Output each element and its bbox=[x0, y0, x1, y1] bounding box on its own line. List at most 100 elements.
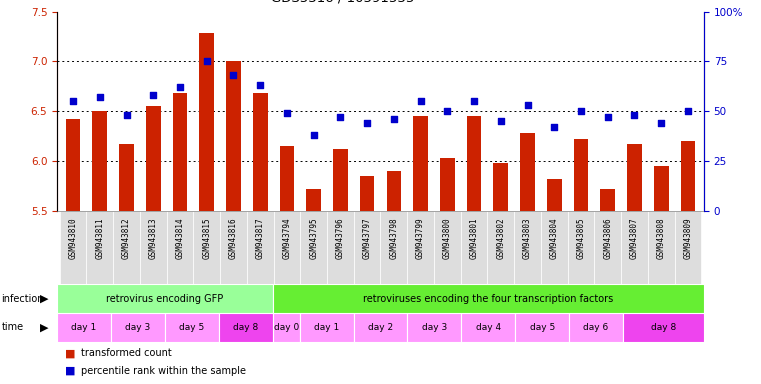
Point bbox=[67, 98, 79, 104]
Text: retroviruses encoding the four transcription factors: retroviruses encoding the four transcrip… bbox=[363, 293, 613, 304]
Text: GSM943798: GSM943798 bbox=[390, 217, 398, 259]
Text: day 1: day 1 bbox=[72, 323, 97, 332]
Point bbox=[120, 112, 132, 118]
Bar bbox=[113, 211, 140, 284]
Point bbox=[94, 94, 106, 101]
Point bbox=[495, 118, 507, 124]
Point bbox=[307, 132, 320, 138]
Text: GSM943809: GSM943809 bbox=[683, 217, 693, 259]
Point bbox=[682, 108, 694, 114]
Point bbox=[629, 112, 641, 118]
Text: GSM943816: GSM943816 bbox=[229, 217, 238, 259]
Text: infection: infection bbox=[2, 293, 44, 304]
Bar bbox=[569, 313, 623, 342]
Bar bbox=[387, 171, 401, 384]
Point bbox=[254, 82, 266, 88]
Text: ▶: ▶ bbox=[40, 293, 49, 304]
Bar bbox=[119, 144, 134, 384]
Point bbox=[415, 98, 427, 104]
Bar bbox=[621, 211, 648, 284]
Bar bbox=[199, 33, 214, 384]
Text: transformed count: transformed count bbox=[81, 348, 172, 358]
Text: GSM943800: GSM943800 bbox=[443, 217, 452, 259]
Text: percentile rank within the sample: percentile rank within the sample bbox=[81, 366, 247, 376]
Bar bbox=[173, 93, 187, 384]
Bar bbox=[574, 139, 588, 384]
Text: GSM943805: GSM943805 bbox=[577, 217, 585, 259]
Bar bbox=[521, 133, 535, 384]
Point bbox=[334, 114, 346, 121]
Text: GDS5316 / 10591535: GDS5316 / 10591535 bbox=[271, 0, 414, 5]
Bar bbox=[272, 313, 300, 342]
Bar bbox=[301, 211, 327, 284]
Bar bbox=[594, 211, 621, 284]
Text: GSM943794: GSM943794 bbox=[282, 217, 291, 259]
Bar bbox=[680, 141, 696, 384]
Text: retrovirus encoding GFP: retrovirus encoding GFP bbox=[107, 293, 224, 304]
Bar bbox=[57, 313, 111, 342]
Text: day 2: day 2 bbox=[368, 323, 393, 332]
Text: day 8: day 8 bbox=[233, 323, 259, 332]
Point bbox=[468, 98, 480, 104]
Bar bbox=[111, 313, 165, 342]
Bar bbox=[674, 211, 701, 284]
Bar bbox=[541, 211, 568, 284]
Bar bbox=[60, 211, 87, 284]
Bar bbox=[327, 211, 354, 284]
Bar bbox=[165, 313, 219, 342]
Bar bbox=[623, 313, 704, 342]
Bar bbox=[380, 211, 407, 284]
Text: GSM943807: GSM943807 bbox=[630, 217, 639, 259]
Text: ■: ■ bbox=[65, 366, 75, 376]
Bar bbox=[274, 211, 301, 284]
Point bbox=[441, 108, 454, 114]
Text: GSM943799: GSM943799 bbox=[416, 217, 425, 259]
Text: day 5: day 5 bbox=[179, 323, 205, 332]
Bar bbox=[146, 106, 161, 384]
Bar bbox=[279, 146, 295, 384]
Text: day 6: day 6 bbox=[584, 323, 609, 332]
Bar bbox=[627, 144, 642, 384]
Point bbox=[201, 58, 213, 65]
Text: GSM943804: GSM943804 bbox=[549, 217, 559, 259]
Text: day 4: day 4 bbox=[476, 323, 501, 332]
Bar bbox=[568, 211, 594, 284]
Bar bbox=[407, 211, 434, 284]
Bar bbox=[193, 211, 220, 284]
Bar bbox=[93, 111, 107, 384]
Point bbox=[174, 84, 186, 91]
Text: day 0: day 0 bbox=[273, 323, 299, 332]
Bar bbox=[654, 166, 668, 384]
Point bbox=[602, 114, 614, 121]
Bar bbox=[413, 116, 428, 384]
Bar bbox=[300, 313, 354, 342]
Text: GSM943795: GSM943795 bbox=[309, 217, 318, 259]
Text: ▶: ▶ bbox=[40, 322, 49, 333]
Text: GSM943796: GSM943796 bbox=[336, 217, 345, 259]
Text: GSM943801: GSM943801 bbox=[470, 217, 479, 259]
Point bbox=[655, 120, 667, 126]
Point bbox=[281, 110, 293, 116]
Bar bbox=[140, 211, 167, 284]
Text: time: time bbox=[2, 322, 24, 333]
Text: GSM943808: GSM943808 bbox=[657, 217, 666, 259]
Text: GSM943803: GSM943803 bbox=[523, 217, 532, 259]
Text: day 1: day 1 bbox=[314, 323, 339, 332]
Bar bbox=[487, 211, 514, 284]
Bar bbox=[648, 211, 674, 284]
Text: day 8: day 8 bbox=[651, 323, 676, 332]
Bar bbox=[354, 313, 407, 342]
Point bbox=[361, 120, 373, 126]
Text: day 5: day 5 bbox=[530, 323, 555, 332]
Bar bbox=[87, 211, 113, 284]
Point bbox=[147, 92, 159, 98]
Bar bbox=[57, 284, 272, 313]
Bar bbox=[466, 116, 482, 384]
Bar bbox=[247, 211, 274, 284]
Bar bbox=[407, 313, 461, 342]
Bar bbox=[167, 211, 193, 284]
Text: GSM943811: GSM943811 bbox=[95, 217, 104, 259]
Bar bbox=[354, 211, 380, 284]
Bar bbox=[253, 93, 268, 384]
Bar bbox=[440, 158, 454, 384]
